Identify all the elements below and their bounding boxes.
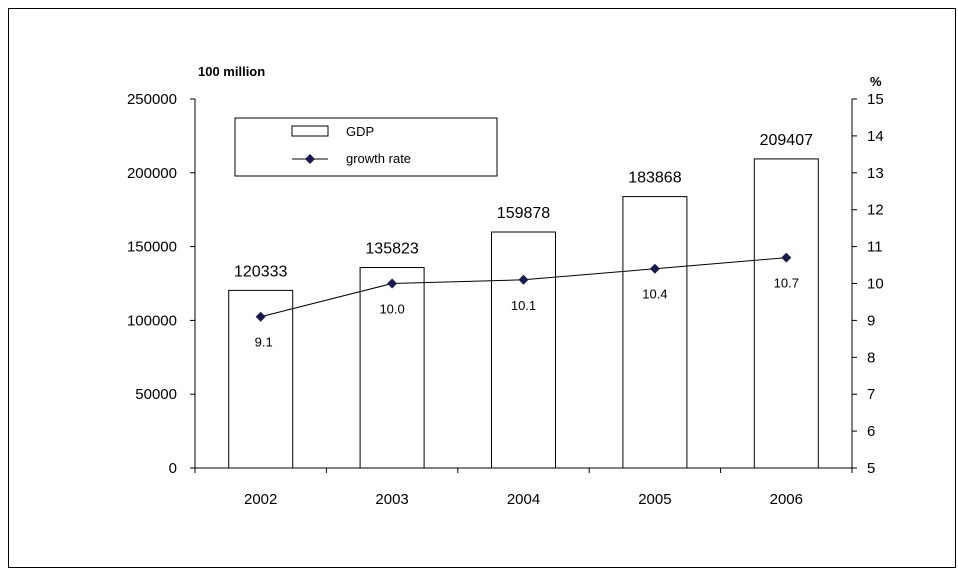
bar-value-label: 209407 (760, 132, 813, 149)
growth-point (518, 274, 529, 285)
growth-point (781, 252, 792, 263)
left-tick-label: 100000 (127, 312, 177, 329)
bar-value-label: 120333 (234, 263, 287, 280)
growth-value-label: 10.1 (511, 298, 536, 313)
bar (622, 196, 688, 469)
legend-bar-swatch (291, 125, 329, 137)
legend-label-growth: growth rate (346, 151, 411, 166)
right-tick-label: 9 (867, 312, 875, 329)
growth-point (255, 311, 266, 322)
growth-line (255, 252, 792, 322)
growth-value-label: 10.4 (642, 287, 667, 302)
right-tick-label: 7 (867, 386, 875, 403)
gdp-growth-chart: 0 50000 100000 150000 200000 250000 5 6 7 8 9 10 11 1… (127, 64, 884, 508)
right-tick-label: 13 (867, 165, 884, 182)
growth-value-label: 10.7 (774, 276, 799, 291)
right-axis-unit: % (870, 74, 882, 89)
bars (228, 158, 819, 469)
left-tick-label: 150000 (127, 239, 177, 256)
right-tick-label: 14 (867, 128, 884, 145)
bar (491, 231, 556, 469)
left-tick-label: 50000 (135, 386, 177, 403)
right-tick-label: 15 (867, 91, 884, 108)
data-labels: 120333 135823 159878 183868 209407 9.1 10.0 10.… (234, 132, 813, 350)
legend-label-gdp: GDP (346, 124, 374, 139)
bar (753, 158, 819, 469)
legend-line-marker (305, 154, 315, 164)
right-tick-label: 5 (867, 460, 875, 477)
right-tick-label: 12 (867, 202, 884, 219)
x-tick-label: 2003 (375, 491, 408, 508)
x-tick-label: 2004 (507, 491, 540, 508)
right-tick-label: 6 (867, 423, 875, 440)
left-tick-label: 250000 (127, 91, 177, 108)
left-axis-unit: 100 million (198, 64, 265, 79)
axes: 0 50000 100000 150000 200000 250000 5 6 7 8 9 10 11 1… (127, 91, 884, 508)
bar-value-label: 183868 (628, 170, 681, 187)
right-tick-label: 10 (867, 276, 884, 293)
right-tick-label: 11 (867, 239, 883, 256)
left-tick-label: 0 (169, 460, 177, 477)
growth-point (387, 278, 398, 289)
left-tick-label: 200000 (127, 165, 177, 182)
legend-box (234, 117, 498, 177)
bar (359, 267, 425, 469)
growth-point (649, 263, 660, 274)
bar-value-label: 135823 (365, 241, 418, 258)
growth-value-label: 9.1 (255, 335, 273, 350)
x-tick-label: 2005 (638, 491, 671, 508)
bar-value-label: 159878 (497, 205, 550, 222)
x-tick-label: 2002 (244, 491, 277, 508)
right-tick-label: 8 (867, 349, 875, 366)
x-tick-label: 2006 (770, 491, 803, 508)
growth-value-label: 10.0 (379, 302, 404, 317)
legend: GDP growth rate (234, 117, 498, 177)
